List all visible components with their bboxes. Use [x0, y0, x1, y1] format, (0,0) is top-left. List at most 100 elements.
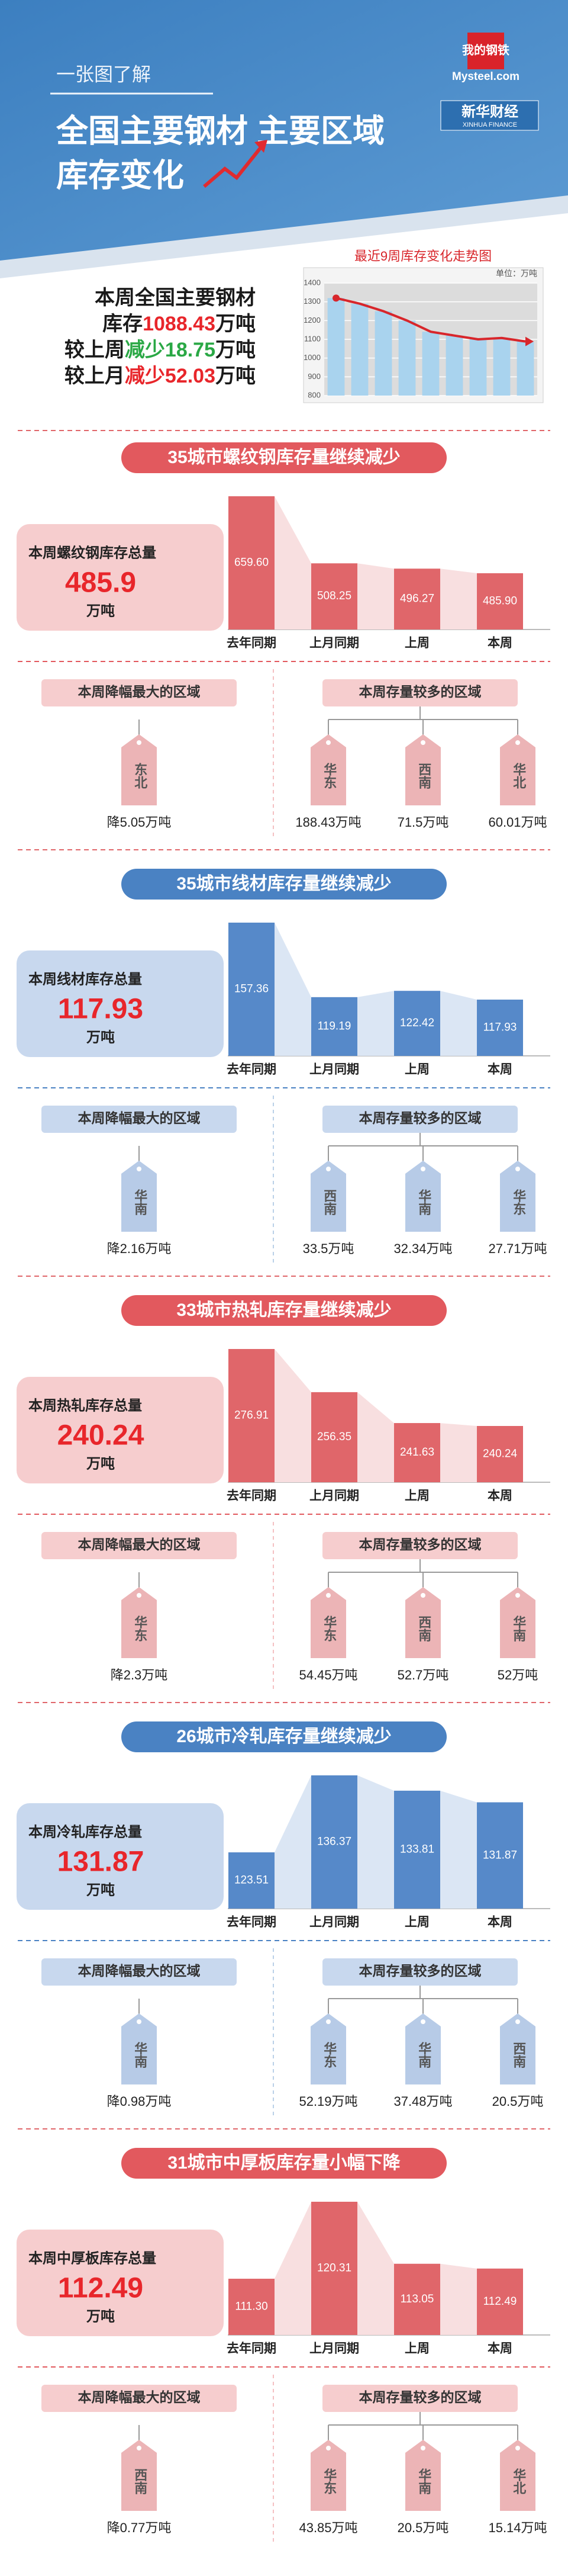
category-label: 上周: [405, 637, 430, 650]
bar-connector: [357, 2202, 394, 2335]
total-label: 本周线材库存总量: [28, 971, 142, 987]
category-label: 上周: [405, 1916, 430, 1929]
bar-connector: [275, 1349, 311, 1482]
bar: [351, 303, 369, 396]
region-value: 52万吨: [498, 1668, 538, 1682]
region-value: 降5.05万吨: [107, 815, 172, 830]
bar-connector: [357, 991, 394, 1056]
y-tick-label: 1300: [304, 297, 321, 306]
bar: [477, 2268, 523, 2335]
bar: [311, 2202, 357, 2335]
bar: [477, 1802, 523, 1909]
bar-connector: [275, 923, 311, 1056]
region-label: 本周降幅最大的区域: [78, 1110, 201, 1126]
tag-hole: [326, 1593, 331, 1598]
region-label-bg: [41, 1958, 237, 1986]
bar: [394, 1790, 440, 1909]
section-title: 35城市线材库存量继续减少: [176, 873, 391, 894]
region-label-bg: [41, 1532, 237, 1559]
summary-segment: 减少52.03: [125, 365, 215, 387]
value-label: 496.27: [400, 593, 434, 605]
bar-connector: [440, 1790, 477, 1909]
tag: [405, 734, 441, 805]
bar: [394, 991, 440, 1056]
logo-xinhua-en: XINHUA FINANCE: [463, 121, 517, 129]
tag: [121, 1587, 157, 1658]
value-label: 136.37: [317, 1836, 351, 1848]
region-label-bg: [322, 2385, 518, 2412]
bar-connector: [275, 1775, 311, 1909]
bar: [394, 568, 440, 629]
bar-connector: [357, 1392, 394, 1482]
bar: [311, 997, 357, 1056]
bar: [517, 341, 534, 396]
tag: [500, 734, 535, 805]
logo-box: [467, 33, 504, 69]
bar: [327, 298, 345, 396]
tag-region: 华南: [417, 2041, 431, 2068]
bar: [477, 573, 523, 629]
title-line1: 全国主要钢材 主要区域: [56, 113, 385, 149]
value-label: 111.30: [235, 2301, 267, 2313]
value-label: 131.87: [483, 1849, 517, 1861]
tag-hole: [137, 2446, 141, 2450]
region-label: 本周降幅最大的区域: [78, 684, 201, 699]
value-label: 157.36: [234, 983, 269, 995]
region-label: 本周存量较多的区域: [359, 1537, 482, 1552]
value-label: 276.91: [234, 1409, 269, 1422]
category-label: 去年同期: [227, 1915, 276, 1929]
region-label: 本周降幅最大的区域: [78, 1537, 201, 1552]
total-panel: [17, 2230, 224, 2336]
region-value: 降2.16万吨: [107, 1241, 172, 1256]
tag-hole: [137, 1167, 141, 1171]
tag: [311, 1161, 346, 1232]
value-label: 241.63: [400, 1446, 434, 1459]
logo-xinhua: 新华财经: [462, 103, 518, 120]
region-label-bg: [322, 1532, 518, 1559]
category-label: 上月同期: [309, 637, 359, 650]
category-label: 本周: [488, 1063, 512, 1077]
section-title: 31城市中厚板库存量小幅下降: [167, 2153, 401, 2173]
value-label: 256.35: [317, 1431, 351, 1443]
tag-region: 华北: [511, 2468, 526, 2494]
y-tick-label: 1200: [304, 316, 321, 325]
bar: [311, 1775, 357, 1909]
trend-title: 最近9周库存变化走势图: [354, 249, 492, 264]
tag-hole: [137, 2019, 141, 2024]
region-value: 20.5万吨: [398, 2520, 449, 2535]
total-unit: 万吨: [86, 1029, 115, 1045]
tag: [500, 1587, 535, 1658]
category-label: 上月同期: [309, 2342, 359, 2356]
tag-hole: [515, 2446, 520, 2450]
tag-region: 华东: [322, 2041, 337, 2068]
tag-region: 西南: [417, 1615, 431, 1642]
tag-region: 华东: [511, 1189, 526, 1215]
tag-region: 华东: [322, 762, 337, 789]
tag-hole: [421, 2019, 425, 2024]
value-label: 112.49: [483, 2295, 517, 2308]
section-title: 35城市螺纹钢库存量继续减少: [167, 447, 400, 467]
deco-arrow: [203, 147, 262, 188]
value-label: 119.19: [318, 1020, 351, 1032]
bar-connector: [440, 2263, 477, 2335]
bar: [422, 332, 440, 396]
bar: [228, 2279, 275, 2335]
tag-region: 西南: [417, 763, 431, 789]
category-label: 上月同期: [309, 1489, 359, 1503]
value-label: 508.25: [317, 590, 351, 602]
tag-region: 西南: [511, 2042, 526, 2068]
total-value: 117.93: [58, 994, 143, 1025]
tag: [405, 1587, 441, 1658]
logo-xinhua-box: [440, 100, 539, 131]
y-tick-label: 1000: [304, 353, 321, 362]
tag-hole: [137, 1593, 141, 1598]
tag-region: 华南: [417, 1189, 431, 1215]
section-title-bg: [121, 1295, 447, 1326]
tag: [311, 734, 346, 805]
category-label: 去年同期: [227, 636, 276, 650]
region-label-bg: [41, 2385, 237, 2412]
total-label: 本周螺纹钢库存总量: [28, 544, 156, 561]
region-value: 32.34万吨: [393, 1241, 452, 1256]
trend-line: [335, 297, 526, 343]
